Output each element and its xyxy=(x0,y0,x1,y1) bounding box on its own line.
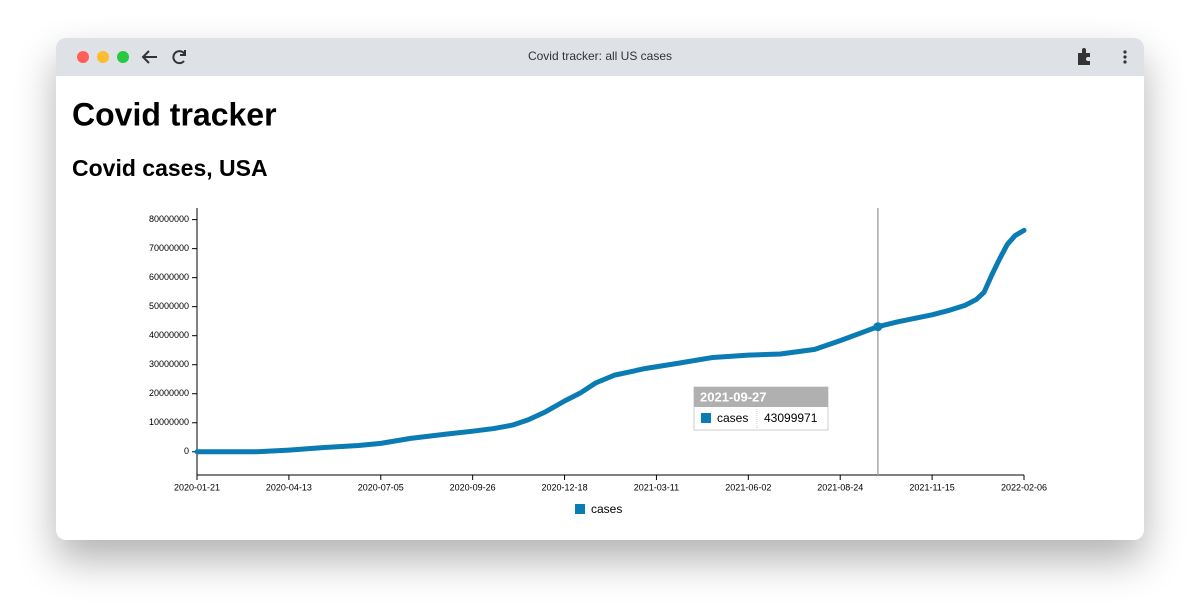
x-tick-label: 2020-04-13 xyxy=(266,482,312,492)
x-tick-label: 2021-06-02 xyxy=(725,482,771,492)
page-heading: Covid tracker xyxy=(72,96,277,132)
y-tick-label: 30000000 xyxy=(149,359,189,369)
chart-heading: Covid cases, USA xyxy=(72,155,268,181)
extensions-button[interactable] xyxy=(1078,48,1090,65)
tooltip: 2021-09-27 cases 43099971 xyxy=(693,386,829,431)
y-tick-label: 60000000 xyxy=(149,272,189,282)
data-line xyxy=(194,227,1027,455)
y-tick-label: 40000000 xyxy=(149,330,189,340)
menu-button[interactable] xyxy=(1123,50,1127,64)
x-tick-label: 2020-01-21 xyxy=(174,482,220,492)
x-tick-label: 2021-11-15 xyxy=(909,482,954,492)
window-title: Covid tracker: all US cases xyxy=(528,49,672,63)
y-tick-label: 20000000 xyxy=(149,388,189,398)
y-tick-label: 50000000 xyxy=(149,301,189,311)
legend-label: cases xyxy=(591,502,622,516)
minimize-button[interactable] xyxy=(97,51,109,63)
y-tick-label: 70000000 xyxy=(149,243,189,253)
hover-point xyxy=(873,322,883,332)
legend-swatch xyxy=(575,504,585,514)
reload-button[interactable] xyxy=(172,50,186,65)
y-tick-label: 10000000 xyxy=(149,417,189,427)
tooltip-swatch xyxy=(701,413,711,423)
x-tick-label: 2021-08-24 xyxy=(817,482,863,492)
back-button[interactable] xyxy=(141,50,157,64)
x-tick-label: 2021-03-11 xyxy=(634,482,679,492)
x-tick-label: 2020-12-18 xyxy=(542,482,588,492)
tooltip-header xyxy=(694,387,828,407)
browser-window xyxy=(56,38,1144,540)
x-tick-label: 2020-09-26 xyxy=(450,482,496,492)
x-tick-label: 2022-02-06 xyxy=(1001,482,1047,492)
tooltip-value: 43099971 xyxy=(764,411,818,425)
title-bar xyxy=(56,38,1144,76)
x-tick-label: 2020-07-05 xyxy=(358,482,404,492)
y-tick-label: 80000000 xyxy=(149,214,189,224)
y-tick-label: 0 xyxy=(184,446,189,456)
tooltip-name: cases xyxy=(717,411,748,425)
maximize-button[interactable] xyxy=(117,51,129,63)
close-button[interactable] xyxy=(77,51,89,63)
tooltip-date: 2021-09-27 xyxy=(700,389,767,404)
